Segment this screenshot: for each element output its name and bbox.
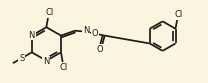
- Text: Cl: Cl: [174, 10, 183, 19]
- Text: N: N: [43, 57, 50, 66]
- Text: Cl: Cl: [45, 8, 53, 17]
- Text: N: N: [83, 26, 89, 35]
- Text: N: N: [28, 31, 35, 40]
- Text: Cl: Cl: [60, 63, 68, 72]
- Text: O: O: [92, 29, 98, 38]
- Text: O: O: [97, 45, 103, 54]
- Text: S: S: [19, 54, 25, 63]
